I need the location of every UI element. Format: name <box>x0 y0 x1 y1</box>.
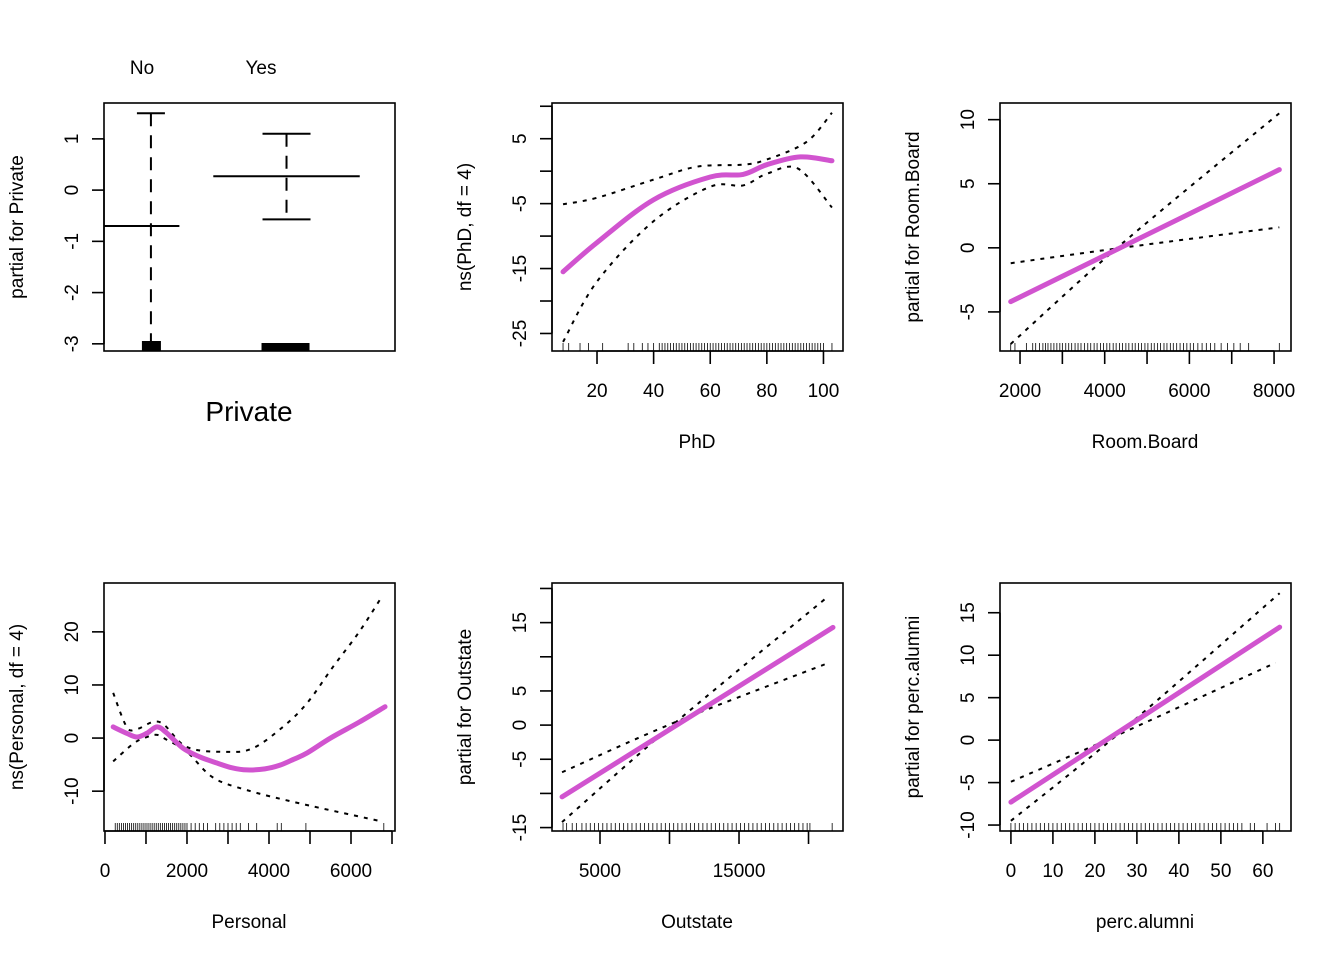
panel-6: -10 -5 0 5 10 15 0 10 20 30 40 50 60 <box>958 582 1292 882</box>
y-tick-label: 10 <box>958 109 979 130</box>
x-tick-label: 60 <box>1252 861 1273 882</box>
fit-line <box>559 624 836 800</box>
x-tick-label: 50 <box>1210 861 1231 882</box>
y-tick-label: 1 <box>62 134 83 145</box>
x-tick-label: 4000 <box>1084 381 1126 402</box>
y-tick-label: -5 <box>958 303 979 320</box>
lower-ci-line <box>562 165 833 343</box>
panel-1: -3 -2 -1 0 1 <box>62 102 396 352</box>
y-tick-label: 0 <box>510 720 531 731</box>
x-tick-label: 80 <box>756 381 777 402</box>
fit-line <box>110 704 388 773</box>
x-tick-label: 15000 <box>713 861 766 882</box>
panel-5: -15 -5 0 5 15 5000 15000 <box>510 582 844 882</box>
y-tick-label: 5 <box>510 686 531 697</box>
y-tick-label: -25 <box>510 320 531 347</box>
y-tick-label: -5 <box>958 774 979 791</box>
x-tick-label: 8000 <box>1253 381 1295 402</box>
panel-2: -25 -15 -5 5 20 40 60 80 100 <box>510 102 844 402</box>
x-tick-label: 60 <box>700 381 721 402</box>
x-tick-label: 20 <box>1084 861 1105 882</box>
fit-line <box>1008 624 1283 805</box>
y-tick-label: -5 <box>510 195 531 212</box>
lower-ci-line <box>1010 661 1276 783</box>
upper-ci-line <box>561 596 828 823</box>
lower-ci-line <box>112 733 382 823</box>
panel-4: -10 0 10 20 0 2000 4000 6000 <box>62 582 396 882</box>
y-tick-label: -15 <box>510 255 531 282</box>
x-tick-label: 6000 <box>330 861 372 882</box>
y-tick-label: 0 <box>62 733 83 744</box>
y-tick-label: 10 <box>62 674 83 695</box>
upper-ci-line <box>1010 112 1280 345</box>
y-tick-label: -1 <box>62 233 83 250</box>
y-tick-label: 0 <box>958 243 979 254</box>
y-tick-label: -3 <box>62 335 83 352</box>
plot-frame <box>103 582 396 832</box>
x-tick-label: 4000 <box>248 861 290 882</box>
y-tick-label: 15 <box>958 602 979 623</box>
y-tick-label: 10 <box>958 645 979 666</box>
x-tick-label: 20 <box>586 381 607 402</box>
y-tick-label: -2 <box>62 284 83 301</box>
plot-frame <box>551 102 844 352</box>
plot-frame <box>103 102 396 352</box>
x-tick-label: 30 <box>1126 861 1147 882</box>
x-tick-label: 40 <box>643 381 664 402</box>
upper-ci-line <box>1010 592 1281 822</box>
x-tick-label: 0 <box>1006 861 1017 882</box>
y-tick-label: 15 <box>510 612 531 633</box>
x-tick-label: 0 <box>100 861 111 882</box>
lower-ci-line <box>1010 226 1280 265</box>
x-tick-label: 5000 <box>579 861 621 882</box>
lower-ci-line <box>561 661 831 774</box>
x-tick-label: 100 <box>808 381 840 402</box>
y-tick-label: 5 <box>958 178 979 189</box>
y-tick-label: 20 <box>62 621 83 642</box>
fit-line <box>1008 167 1282 305</box>
y-tick-label: 0 <box>958 735 979 746</box>
y-tick-label: -10 <box>62 777 83 804</box>
y-tick-label: -10 <box>958 811 979 838</box>
x-tick-label: 10 <box>1042 861 1063 882</box>
y-tick-label: -15 <box>510 814 531 841</box>
y-tick-label: -5 <box>510 751 531 768</box>
rug-block-yes <box>261 343 310 351</box>
upper-ci-line <box>562 112 833 206</box>
y-tick-label: 5 <box>958 692 979 703</box>
x-tick-label: 6000 <box>1168 381 1210 402</box>
y-tick-label: 0 <box>62 185 83 196</box>
x-tick-label: 2000 <box>166 861 208 882</box>
rug-block-no <box>141 341 161 351</box>
fit-line <box>560 154 835 275</box>
x-tick-label: 2000 <box>999 381 1041 402</box>
panel-3: -5 0 5 10 2000 4000 6000 8000 <box>958 102 1295 402</box>
x-tick-label: 40 <box>1168 861 1189 882</box>
y-tick-label: 5 <box>510 133 531 144</box>
